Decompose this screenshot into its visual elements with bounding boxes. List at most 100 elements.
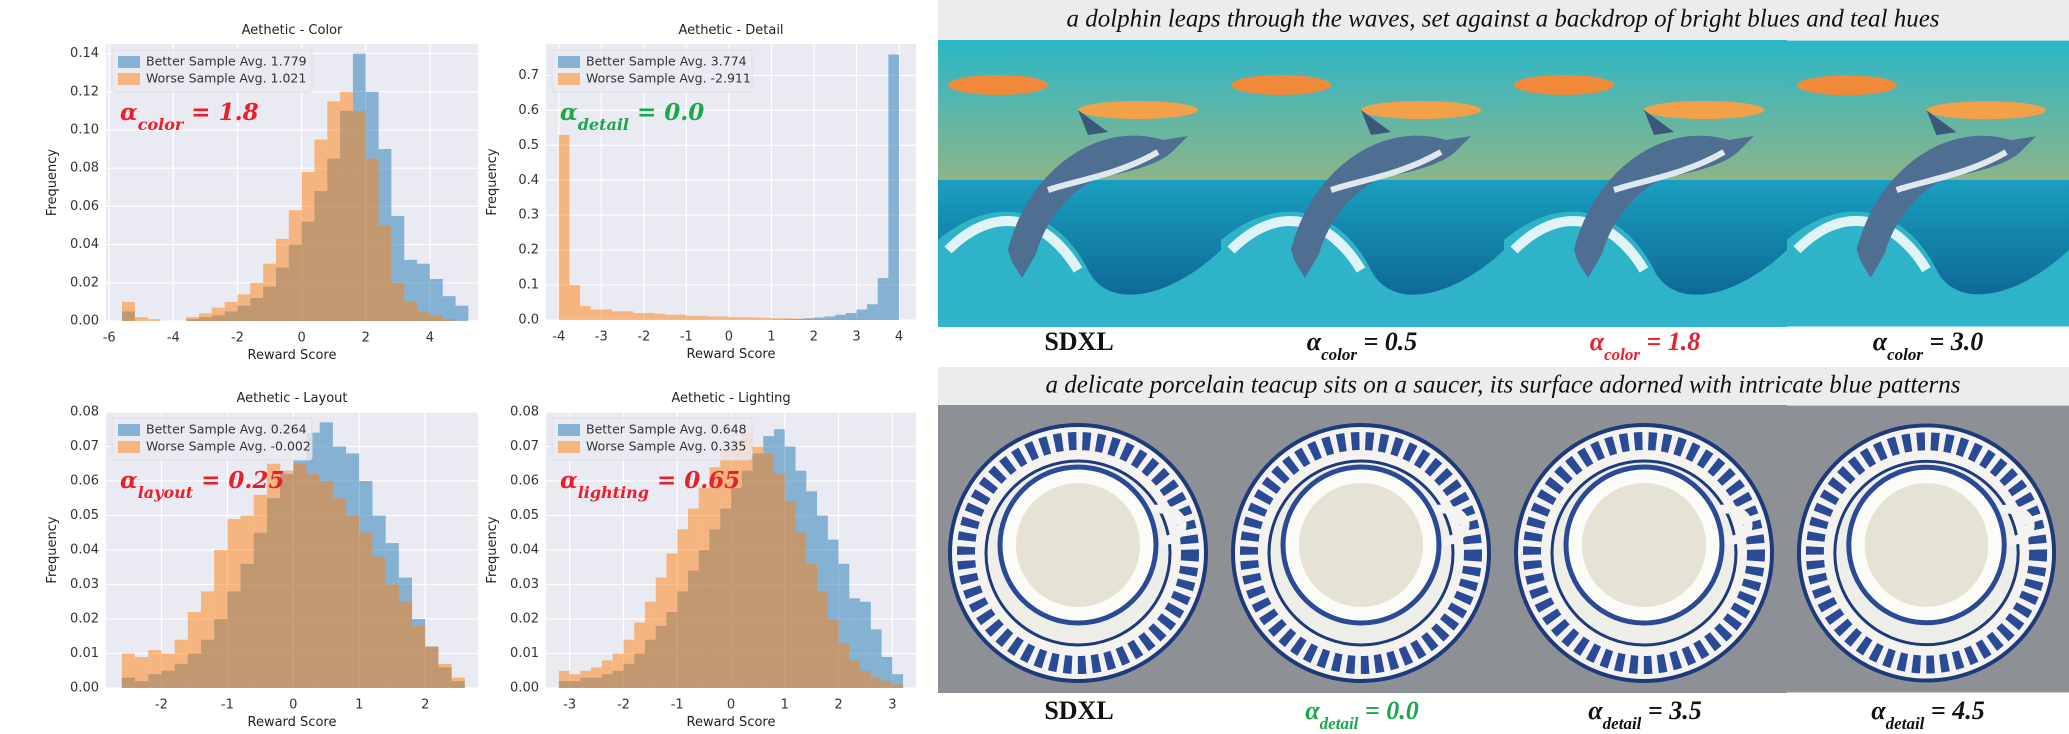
histogram-bar — [740, 317, 751, 320]
legend-swatch — [558, 56, 580, 68]
image — [1504, 40, 1787, 327]
histogram-bar — [148, 650, 161, 688]
y-tick-label: 0.02 — [70, 612, 99, 627]
histogram-bar — [186, 317, 199, 321]
histogram-bar — [835, 319, 846, 320]
histogram-bar — [763, 453, 774, 688]
y-axis-label: Frequency — [485, 516, 500, 583]
histogram-bar — [443, 319, 456, 321]
legend-swatch — [118, 73, 140, 85]
y-axis-label: Frequency — [45, 516, 60, 583]
histogram-bar — [613, 654, 624, 689]
histogram-bar — [175, 640, 188, 688]
histogram-bar — [148, 319, 161, 321]
alpha-subscript: color — [1321, 345, 1357, 364]
y-tick-label: 0.06 — [70, 199, 99, 214]
histogram-bar — [225, 302, 238, 321]
histogram-bar — [867, 304, 878, 320]
histogram-bar — [404, 302, 417, 321]
histogram-bar — [825, 319, 836, 320]
histogram-bar — [644, 313, 655, 320]
histogram-bar — [623, 311, 634, 320]
histogram-bar — [227, 519, 240, 688]
histogram-bar — [379, 225, 392, 321]
x-tick-label: -2 — [155, 698, 168, 713]
x-tick-label: 1 — [767, 330, 775, 345]
histogram-bar — [452, 678, 465, 688]
image — [1787, 406, 2069, 693]
histogram-bar — [782, 318, 793, 320]
x-tick-label: 2 — [421, 698, 429, 713]
alpha-value: = 4.5 — [1924, 696, 1984, 725]
y-tick-label: 0.01 — [510, 646, 539, 661]
alpha-subscript: layout — [138, 483, 194, 502]
histogram-bar — [346, 516, 359, 689]
histogram-bar — [214, 550, 227, 688]
histogram-bar — [430, 315, 443, 321]
histogram-bar — [729, 317, 740, 320]
histogram-bar — [742, 433, 753, 688]
y-tick-label: 0.00 — [70, 681, 99, 696]
legend-swatch — [558, 441, 580, 453]
x-tick-label: -3 — [595, 330, 608, 345]
chart-title: Aethetic - Color — [242, 23, 343, 38]
histogram-bar — [666, 553, 677, 688]
histogram-bar — [602, 660, 613, 688]
alpha-symbol: α — [560, 99, 578, 126]
x-tick-label: -1 — [221, 698, 234, 713]
alpha-subscript: color — [138, 115, 185, 134]
histogram-bar — [817, 591, 828, 688]
histogram-bar — [386, 585, 399, 689]
histogram-bar — [623, 640, 634, 688]
y-tick-label: 0.03 — [70, 577, 99, 592]
y-tick-label: 0.7 — [518, 68, 539, 83]
histogram-bar — [803, 319, 814, 320]
x-tick-label: 1 — [355, 698, 363, 713]
legend-label: Worse Sample Avg. 0.335 — [586, 439, 746, 454]
histogram-bar — [654, 314, 665, 320]
legend-label: Better Sample Avg. 1.779 — [146, 54, 307, 69]
y-tick-label: 0.3 — [518, 208, 539, 223]
histogram-bar — [882, 681, 893, 688]
histogram-bar — [814, 319, 825, 320]
alpha-value: = 0.25 — [193, 467, 284, 494]
figure: 0.000.020.040.060.080.100.120.14-6-4-202… — [0, 0, 2069, 734]
histogram-bar — [718, 317, 729, 320]
histogram-bar — [399, 602, 412, 688]
histogram-bar — [438, 664, 451, 688]
histogram-bar — [665, 315, 676, 320]
alpha-value: = 1.8 — [183, 99, 258, 126]
image — [1221, 40, 1504, 327]
histogram-bar — [254, 495, 267, 688]
legend-swatch — [118, 441, 140, 453]
alpha-subscript: detail — [1320, 714, 1359, 733]
legend-swatch — [558, 424, 580, 436]
x-tick-label: 2 — [362, 331, 370, 346]
x-tick-label: -3 — [563, 698, 576, 713]
histogram-bar — [391, 283, 404, 321]
histogram-bar — [456, 306, 469, 321]
x-tick-label: 2 — [810, 330, 818, 345]
alpha-symbol: α — [1871, 696, 1886, 725]
alpha-subscript: detail — [1886, 714, 1925, 733]
histogram-bar — [276, 239, 289, 321]
y-tick-label: 0.12 — [70, 84, 99, 99]
y-tick-label: 0.08 — [70, 161, 99, 176]
histogram-bar — [212, 308, 225, 321]
x-axis-label: Reward Score — [248, 348, 337, 363]
histogram-bar — [771, 318, 782, 320]
legend-swatch — [558, 73, 580, 85]
x-tick-label: -4 — [167, 331, 180, 346]
legend-label: Worse Sample Avg. 1.021 — [146, 71, 306, 86]
y-tick-label: 0.00 — [70, 314, 99, 329]
y-tick-label: 0.14 — [70, 46, 99, 61]
y-tick-label: 0.08 — [510, 405, 539, 420]
image — [938, 405, 1221, 693]
histogram-bar — [559, 671, 570, 688]
alpha-value: = 3.0 — [1923, 327, 1983, 356]
histogram-bar — [289, 210, 302, 321]
x-tick-label: -2 — [231, 331, 244, 346]
chart-title: Aethetic - Layout — [236, 391, 347, 406]
histogram-bar — [849, 660, 860, 688]
histogram-bar — [122, 302, 135, 321]
